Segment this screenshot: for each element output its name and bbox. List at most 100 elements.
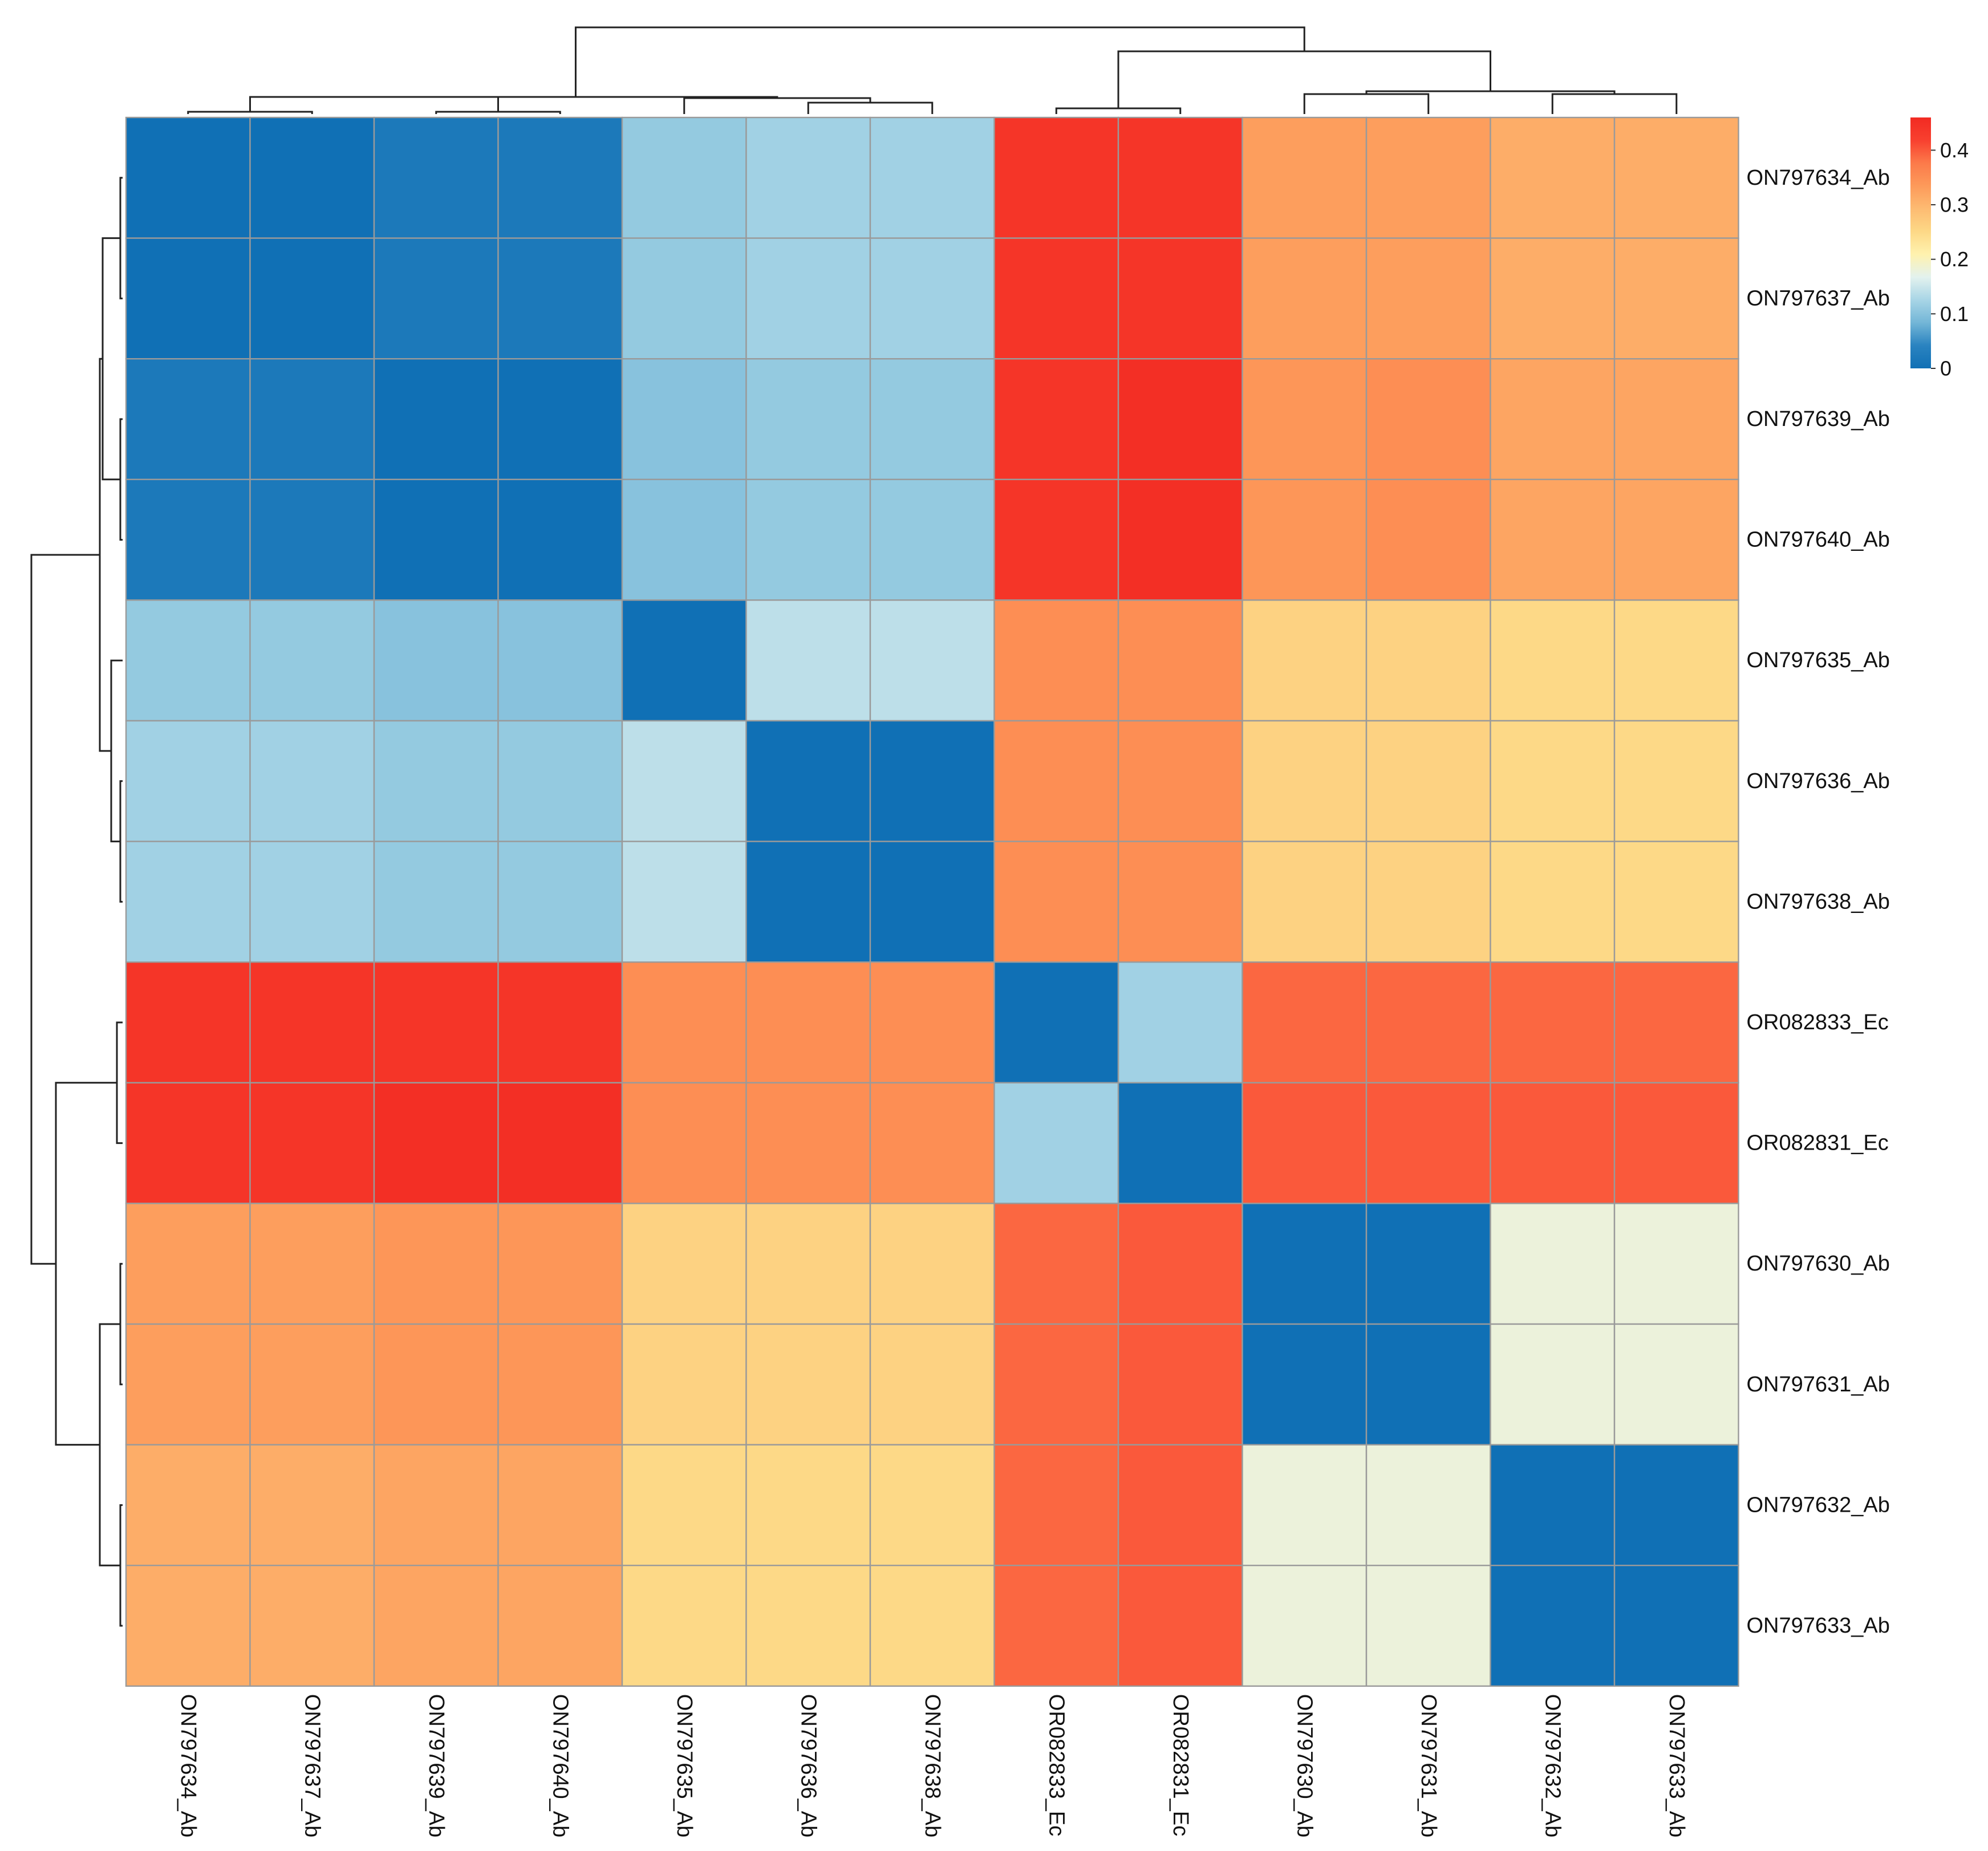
heatmap-cell (497, 1323, 623, 1446)
legend-tick-label: 0.2 (1940, 247, 1969, 271)
dendrogram-branch (187, 111, 313, 114)
heatmap-cell (621, 116, 747, 239)
heatmap-cell (1242, 237, 1368, 360)
heatmap-cell (621, 478, 747, 601)
heatmap-cell (1490, 358, 1616, 481)
heatmap-cell (1242, 841, 1368, 963)
heatmap-cell (1117, 1444, 1243, 1566)
heatmap-cell (373, 237, 499, 360)
heatmap-cell (497, 358, 623, 481)
heatmap-cell (993, 1323, 1119, 1446)
row-label: OR082831_Ec (1747, 1131, 1889, 1155)
heatmap-cell (993, 961, 1119, 1083)
heatmap-cell (745, 841, 871, 963)
heatmap-cell (249, 478, 375, 601)
heatmap-cell (249, 1323, 375, 1446)
heatmap-cell (745, 1203, 871, 1325)
row-label: ON797640_Ab (1747, 528, 1890, 552)
heatmap-cells (125, 116, 1739, 1687)
heatmap-cell (125, 116, 251, 239)
legend-tick-label: 0.4 (1940, 139, 1969, 162)
column-dendrogram (187, 26, 1678, 114)
heatmap-cell (621, 1444, 747, 1566)
heatmap-cell (869, 478, 995, 601)
heatmap-cell (1117, 1082, 1243, 1204)
heatmap-cell (1365, 478, 1491, 601)
heatmap-cell (1613, 599, 1739, 722)
row-label: ON797639_Ab (1747, 407, 1890, 431)
dendrogram-branch (1303, 93, 1430, 114)
dendrogram-branch (116, 1021, 123, 1144)
heatmap-cell (869, 961, 995, 1083)
heatmap-cell (745, 1564, 871, 1687)
heatmap-cell (1242, 116, 1368, 239)
dendrogram-branch (99, 358, 111, 752)
heatmap-cell (125, 1082, 251, 1204)
heatmap-cell (869, 1203, 995, 1325)
heatmap-cell (249, 1564, 375, 1687)
heatmap-cell (1242, 720, 1368, 842)
heatmap-cell (125, 1323, 251, 1446)
heatmap-cell (1365, 1323, 1491, 1446)
heatmap-cell (621, 961, 747, 1083)
dendrogram-branch (30, 554, 100, 1265)
heatmap-cell (745, 237, 871, 360)
heatmap-cell (1490, 1082, 1616, 1204)
heatmap-cell (497, 961, 623, 1083)
heatmap-cell (993, 116, 1119, 239)
column-label: ON797633_Ab (1665, 1694, 1689, 1837)
heatmap-cell (1613, 1082, 1739, 1204)
heatmap-cell (373, 599, 499, 722)
heatmap-cell (1490, 1203, 1616, 1325)
heatmap-cell (373, 841, 499, 963)
column-label: ON797630_Ab (1292, 1694, 1316, 1837)
heatmap-cell (1613, 961, 1739, 1083)
row-label: ON797635_Ab (1747, 648, 1890, 672)
heatmap-cell (1117, 1564, 1243, 1687)
heatmap-cell (993, 237, 1119, 360)
legend-tick-label: 0.3 (1940, 193, 1969, 217)
heatmap-cell (1117, 720, 1243, 842)
heatmap-cell (621, 1323, 747, 1446)
heatmap-cell (745, 358, 871, 481)
heatmap-cell (1242, 1082, 1368, 1204)
heatmap-cell (745, 1323, 871, 1446)
heatmap-cell (1613, 1564, 1739, 1687)
heatmap-cell (1242, 1203, 1368, 1325)
heatmap-cell (869, 116, 995, 239)
heatmap-cell (1242, 599, 1368, 722)
heatmap-cell (249, 961, 375, 1083)
heatmap-cell (1490, 478, 1616, 601)
heatmap-cell (869, 720, 995, 842)
heatmap-cell (373, 1564, 499, 1687)
dendrogram-branch (119, 1263, 123, 1386)
column-label: ON797631_Ab (1417, 1694, 1441, 1837)
column-label: ON797639_Ab (424, 1694, 448, 1837)
row-dendrogram (30, 177, 123, 1627)
column-label: ON797640_Ab (548, 1694, 572, 1837)
heatmap-cell (1613, 1323, 1739, 1446)
heatmap-cell (1242, 961, 1368, 1083)
heatmap-cell (1365, 841, 1491, 963)
column-label: ON797638_Ab (920, 1694, 944, 1837)
heatmap-cell (745, 1082, 871, 1204)
heatmap-cell (1117, 116, 1243, 239)
dendrogram-branch (249, 96, 499, 112)
heatmap-cell (1242, 358, 1368, 481)
heatmap-cell (1490, 720, 1616, 842)
heatmap-cell (125, 720, 251, 842)
heatmap-cell (621, 1203, 747, 1325)
heatmap-cell (1117, 1323, 1243, 1446)
heatmap-cell (1242, 1564, 1368, 1687)
column-label: ON797637_Ab (300, 1694, 324, 1837)
heatmap-cell (1490, 116, 1616, 239)
heatmap-cell (621, 1082, 747, 1204)
heatmap-cell (249, 841, 375, 963)
heatmap-cell (993, 358, 1119, 481)
heatmap-cell (1117, 599, 1243, 722)
heatmap-cell (1117, 478, 1243, 601)
heatmap-cell (373, 1323, 499, 1446)
heatmap-cell (1365, 1203, 1491, 1325)
heatmap-cell (621, 599, 747, 722)
